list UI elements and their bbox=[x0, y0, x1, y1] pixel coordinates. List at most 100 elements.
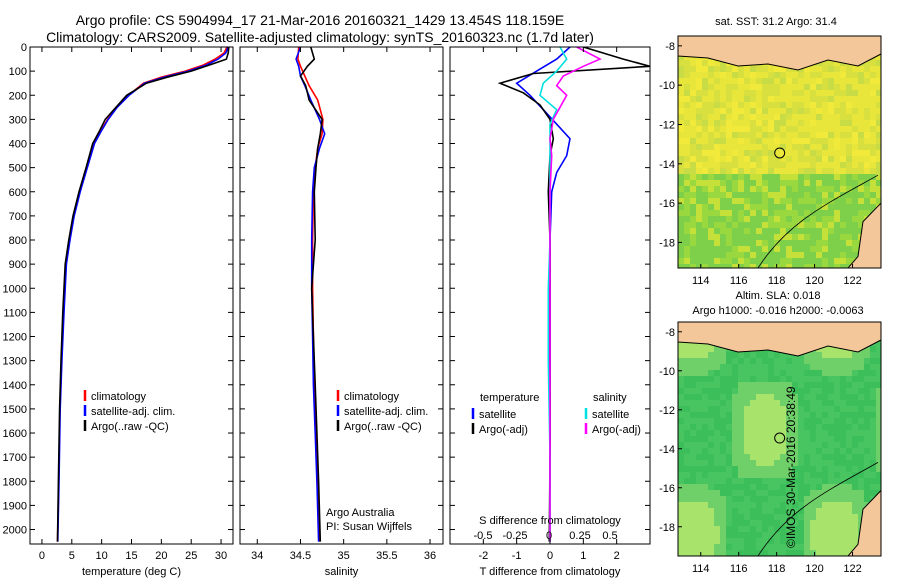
map-2-cell bbox=[768, 376, 775, 383]
map-2-cell bbox=[738, 496, 745, 503]
map-1-cell bbox=[804, 180, 811, 187]
map-1-cell bbox=[774, 132, 781, 139]
map-1-cell bbox=[768, 114, 775, 121]
map-2-cell bbox=[696, 466, 703, 473]
map-2-cell bbox=[720, 484, 727, 491]
map-2-cell bbox=[828, 436, 835, 443]
map-2-cell bbox=[804, 376, 811, 383]
map-2-cell bbox=[834, 508, 841, 515]
map-2-cell bbox=[744, 526, 751, 533]
map-2-cell bbox=[798, 448, 805, 455]
map-1-cell bbox=[762, 246, 769, 253]
map-2-cell bbox=[762, 544, 769, 551]
map-2-cell bbox=[738, 448, 745, 455]
map-2-cell bbox=[708, 364, 715, 371]
map-2-cell bbox=[696, 424, 703, 431]
map-1-cell bbox=[828, 264, 835, 268]
map-2-cell bbox=[792, 526, 799, 533]
map-1-cell bbox=[804, 138, 811, 145]
map-1-cell bbox=[852, 96, 859, 103]
map-2-cell bbox=[822, 412, 829, 419]
map-2-cell bbox=[846, 436, 853, 443]
map-1-cell bbox=[690, 150, 697, 157]
map-2-cell bbox=[714, 394, 721, 401]
map-1-cell bbox=[858, 78, 865, 85]
map-1-cell bbox=[696, 264, 703, 268]
map-2-cell bbox=[828, 424, 835, 431]
map-2-cell bbox=[798, 526, 805, 533]
map-1-cell bbox=[792, 192, 799, 199]
map-1-cell bbox=[798, 216, 805, 223]
map-1-cell bbox=[702, 102, 709, 109]
map-1-cell bbox=[858, 132, 865, 139]
map-2-cell bbox=[756, 394, 763, 401]
map-1-cell bbox=[864, 78, 871, 85]
panel-2-xlabel: salinity bbox=[325, 566, 359, 578]
map-2-cell bbox=[846, 466, 853, 473]
panel-3-xlabel: T difference from climatology bbox=[480, 566, 621, 578]
panel-1-xtick-label-4: 15 bbox=[125, 550, 137, 562]
map-2-cell bbox=[780, 442, 787, 449]
map-2-cell bbox=[804, 496, 811, 503]
map-1-cell bbox=[690, 222, 697, 229]
map-1-cell bbox=[870, 150, 877, 157]
map-1-cell bbox=[768, 66, 775, 73]
map-1-cell bbox=[816, 168, 823, 175]
map-1-cell bbox=[828, 162, 835, 169]
map-1-cell bbox=[720, 228, 727, 235]
map-2-cell bbox=[696, 376, 703, 383]
map-2-cell bbox=[858, 412, 865, 419]
map-2-cell bbox=[828, 502, 835, 509]
ytick-label-17: 1600 bbox=[3, 428, 27, 440]
map-2-cell bbox=[846, 496, 853, 503]
map-2-cell bbox=[714, 496, 721, 503]
ytick-label-15: 1400 bbox=[3, 380, 27, 392]
map-2-cell bbox=[696, 394, 703, 401]
map-1-cell bbox=[714, 90, 721, 97]
map-1-cell bbox=[726, 234, 733, 241]
map-1-cell bbox=[774, 78, 781, 85]
map-2-cell bbox=[708, 526, 715, 533]
map-1-cell bbox=[678, 84, 685, 91]
map-1-cell bbox=[714, 228, 721, 235]
map-2-cell bbox=[684, 340, 691, 347]
map-1-cell bbox=[750, 258, 757, 265]
map-1-cell bbox=[684, 144, 691, 151]
map-1-cell bbox=[702, 84, 709, 91]
map-1-cell bbox=[804, 174, 811, 181]
map-1-cell bbox=[822, 78, 829, 85]
map-2-cell bbox=[840, 418, 847, 425]
map-1-cell bbox=[732, 222, 739, 229]
panel-2-frame bbox=[239, 46, 444, 545]
map-1-cell bbox=[810, 162, 817, 169]
map-2-cell bbox=[804, 466, 811, 473]
map-1-cell bbox=[720, 174, 727, 181]
panel-3-series-group bbox=[497, 47, 650, 542]
map-2-cell bbox=[840, 370, 847, 377]
map-2-cell bbox=[750, 412, 757, 419]
map-1-cell bbox=[744, 120, 751, 127]
map-1-cell bbox=[732, 66, 739, 73]
map-1-cell bbox=[780, 162, 787, 169]
map-1-cell bbox=[798, 246, 805, 253]
map-2-cell bbox=[798, 364, 805, 371]
map-1-cell bbox=[750, 264, 757, 268]
map-2-cell bbox=[822, 502, 829, 509]
map-2-cell bbox=[726, 418, 733, 425]
map-2-cell bbox=[768, 532, 775, 539]
map-2-cell bbox=[798, 442, 805, 449]
map-1-cell bbox=[690, 156, 697, 163]
map-1-cell bbox=[810, 96, 817, 103]
map-2-cell bbox=[798, 382, 805, 389]
map-2-cell bbox=[714, 502, 721, 509]
map-1-cell bbox=[696, 192, 703, 199]
map-1-cell bbox=[702, 186, 709, 193]
map-2-cell bbox=[738, 526, 745, 533]
map-1-cell bbox=[714, 150, 721, 157]
map-2-cell bbox=[786, 382, 793, 389]
map-1-cell bbox=[762, 192, 769, 199]
map-1-cell bbox=[846, 114, 853, 121]
map-1-cell bbox=[804, 150, 811, 157]
map-1-cell bbox=[792, 96, 799, 103]
map-1-cell bbox=[822, 168, 829, 175]
